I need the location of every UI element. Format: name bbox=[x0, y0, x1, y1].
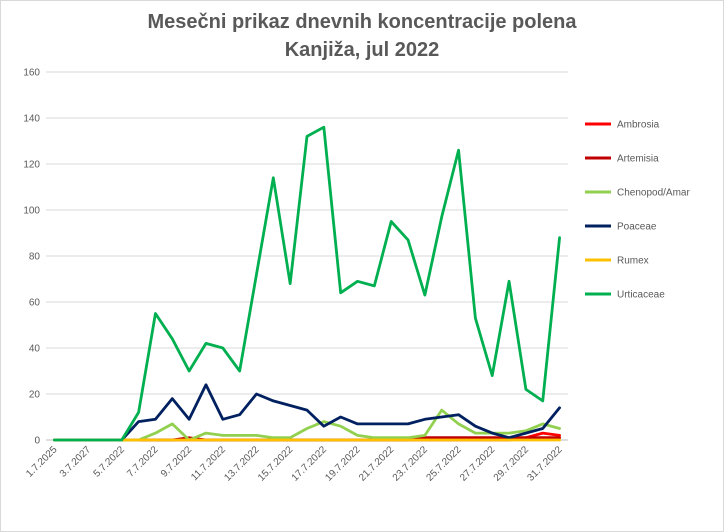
x-tick-label: 15.7.2022 bbox=[256, 444, 296, 484]
x-tick-label: 25.7.2022 bbox=[424, 444, 464, 484]
series-line-urticaceae bbox=[53, 125, 561, 442]
y-tick-label: 140 bbox=[23, 114, 40, 125]
x-tick-label: 17.7.2022 bbox=[290, 444, 330, 484]
y-tick-label: 80 bbox=[29, 252, 41, 263]
x-tick-label: 21.7.2022 bbox=[357, 444, 397, 484]
legend: Ambrosia Artemisia Chenopod/Amar Poaceae Rum… bbox=[585, 120, 690, 301]
series-lines bbox=[53, 125, 561, 442]
legend-item-ambrosia: Ambrosia bbox=[585, 120, 660, 131]
x-tick-label: 3.7.2027 bbox=[58, 444, 94, 480]
legend-item-rumex: Rumex bbox=[585, 256, 649, 267]
gridlines bbox=[46, 71, 568, 441]
legend-label: Chenopod/Amar bbox=[617, 188, 690, 199]
legend-item-urticaceae: Urticaceae bbox=[585, 290, 665, 301]
x-tick-label: 13.7.2022 bbox=[222, 444, 262, 484]
y-tick-label: 120 bbox=[23, 160, 40, 171]
legend-label: Artemisia bbox=[617, 154, 659, 165]
y-tick-label: 160 bbox=[23, 68, 40, 79]
y-tick-label: 20 bbox=[29, 390, 41, 401]
chart-title: Mesečni prikaz dnevnih koncentracije pol… bbox=[0, 8, 724, 64]
series-line-poaceae bbox=[53, 383, 561, 442]
x-tick-label: 27.7.2022 bbox=[458, 444, 498, 484]
legend-label: Poaceae bbox=[617, 222, 657, 233]
x-tick-label: 7.7.2022 bbox=[125, 444, 161, 480]
x-tick-label: 29.7.2022 bbox=[492, 444, 532, 484]
legend-label: Urticaceae bbox=[617, 290, 665, 301]
x-tick-label: 19.7.2022 bbox=[323, 444, 363, 484]
x-tick-label: 31.7.2022 bbox=[525, 444, 565, 484]
y-tick-label: 100 bbox=[23, 206, 40, 217]
legend-item-artemisia: Artemisia bbox=[585, 154, 659, 165]
x-tick-label: 23.7.2022 bbox=[391, 444, 431, 484]
x-tick-label: 5.7.2022 bbox=[92, 444, 128, 480]
legend-label: Ambrosia bbox=[617, 120, 660, 131]
y-axis-tick-labels: 0 20 40 60 80 100 120 140 160 bbox=[23, 68, 40, 447]
legend-label: Rumex bbox=[617, 256, 649, 267]
legend-item-poaceae: Poaceae bbox=[585, 222, 657, 233]
chart-title-line1: Mesečni prikaz dnevnih koncentracije pol… bbox=[147, 11, 577, 33]
x-axis-tick-labels: 1.7.20253.7.20275.7.20227.7.20229.7.2022… bbox=[24, 444, 565, 484]
y-tick-label: 0 bbox=[34, 436, 40, 447]
y-tick-label: 40 bbox=[29, 344, 41, 355]
legend-item-chenopod-amar: Chenopod/Amar bbox=[585, 188, 690, 199]
chart-title-line2: Kanjiža, jul 2022 bbox=[284, 39, 440, 61]
x-tick-label: 1.7.2025 bbox=[24, 444, 60, 480]
y-tick-label: 60 bbox=[29, 298, 41, 309]
